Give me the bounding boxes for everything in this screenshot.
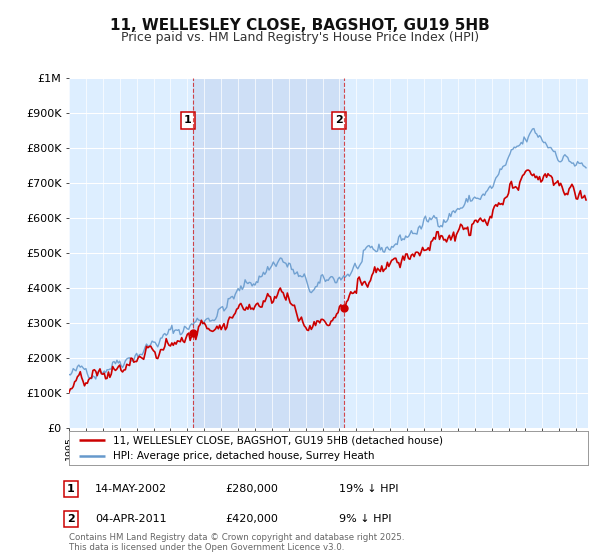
Text: Price paid vs. HM Land Registry's House Price Index (HPI): Price paid vs. HM Land Registry's House … (121, 31, 479, 44)
Bar (193, 78, 344, 428)
Text: 04-APR-2011: 04-APR-2011 (95, 514, 166, 524)
Text: £420,000: £420,000 (225, 514, 278, 524)
Text: 2: 2 (67, 514, 74, 524)
Text: HPI: Average price, detached house, Surrey Heath: HPI: Average price, detached house, Surr… (113, 451, 374, 461)
Text: 1: 1 (67, 484, 74, 494)
Text: £280,000: £280,000 (225, 484, 278, 494)
Text: 9% ↓ HPI: 9% ↓ HPI (339, 514, 391, 524)
Text: 11, WELLESLEY CLOSE, BAGSHOT, GU19 5HB: 11, WELLESLEY CLOSE, BAGSHOT, GU19 5HB (110, 18, 490, 33)
Text: Contains HM Land Registry data © Crown copyright and database right 2025.
This d: Contains HM Land Registry data © Crown c… (69, 533, 404, 552)
Text: 1: 1 (184, 115, 192, 125)
Text: 2: 2 (335, 115, 343, 125)
Text: 11, WELLESLEY CLOSE, BAGSHOT, GU19 5HB (detached house): 11, WELLESLEY CLOSE, BAGSHOT, GU19 5HB (… (113, 435, 443, 445)
Text: 19% ↓ HPI: 19% ↓ HPI (339, 484, 398, 494)
Text: 14-MAY-2002: 14-MAY-2002 (95, 484, 167, 494)
